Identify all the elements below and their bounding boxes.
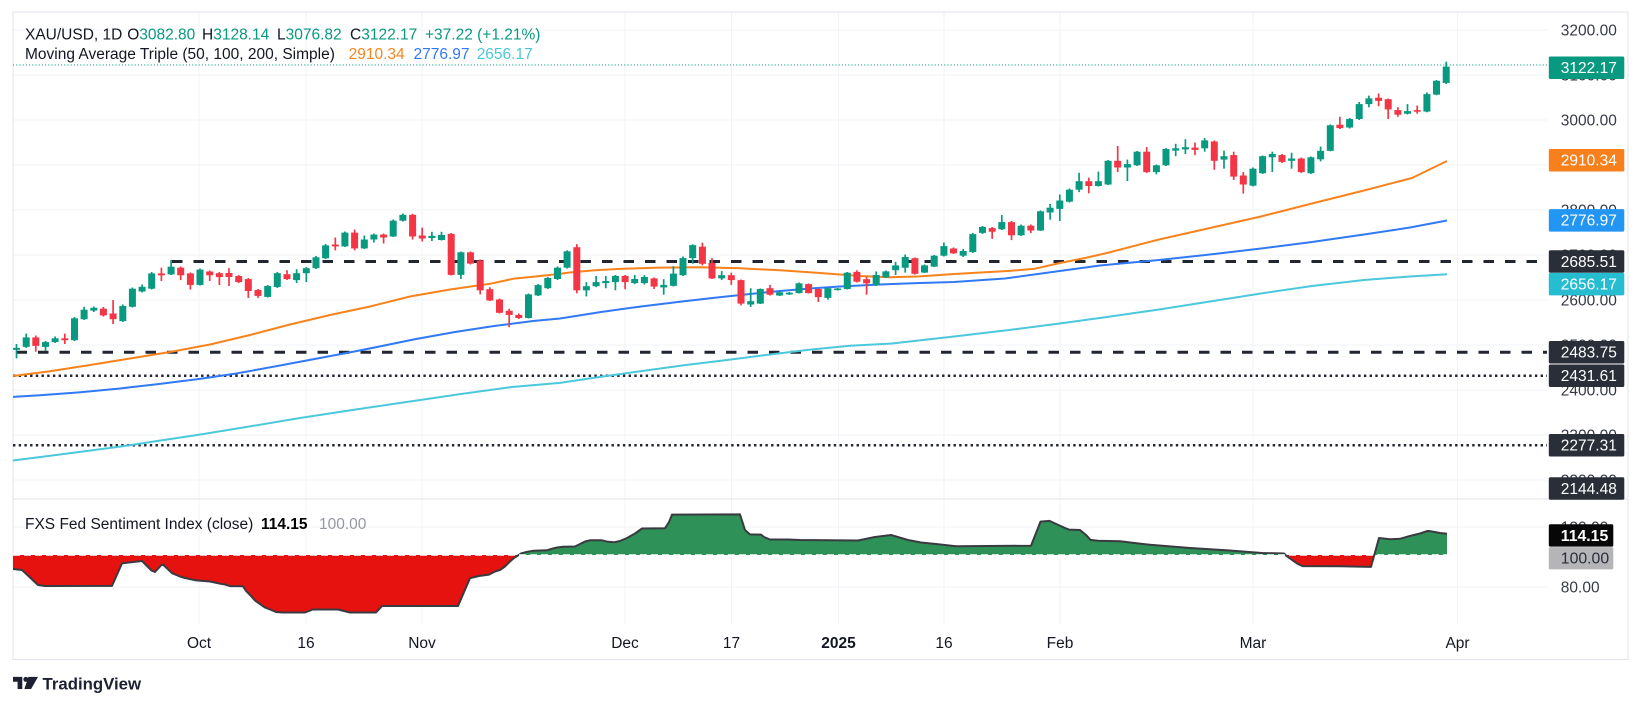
svg-text:100.00: 100.00 — [1561, 551, 1610, 568]
svg-text:16: 16 — [935, 635, 952, 652]
svg-text:2776.97: 2776.97 — [1561, 213, 1617, 230]
svg-text:17: 17 — [723, 635, 740, 652]
svg-text:2277.31: 2277.31 — [1561, 438, 1617, 455]
svg-text:2600.00: 2600.00 — [1561, 293, 1617, 310]
svg-text:2685.51: 2685.51 — [1561, 254, 1617, 271]
svg-text:16: 16 — [297, 635, 314, 652]
svg-text:Nov: Nov — [408, 635, 436, 652]
svg-text:2025: 2025 — [821, 635, 856, 652]
svg-text:3122.17: 3122.17 — [1561, 60, 1617, 77]
svg-text:2910.34: 2910.34 — [1561, 153, 1617, 170]
svg-text:Dec: Dec — [611, 635, 639, 652]
svg-text:Oct: Oct — [187, 635, 212, 652]
svg-text:Apr: Apr — [1445, 635, 1469, 652]
svg-text:2483.75: 2483.75 — [1561, 345, 1617, 362]
svg-text:Mar: Mar — [1240, 635, 1267, 652]
svg-text:2144.48: 2144.48 — [1561, 481, 1617, 498]
svg-text:Feb: Feb — [1047, 635, 1074, 652]
svg-text:TradingView: TradingView — [43, 674, 142, 693]
svg-text:114.15: 114.15 — [1561, 528, 1609, 545]
svg-text:2656.17: 2656.17 — [1561, 276, 1617, 293]
svg-text:3200.00: 3200.00 — [1561, 23, 1617, 40]
svg-text:FXS Fed Sentiment Index (close: FXS Fed Sentiment Index (close) 114.15 100… — [25, 516, 367, 533]
svg-text:Moving Average Triple (50, 100: Moving Average Triple (50, 100, 200, Sim… — [25, 46, 533, 63]
svg-text:3000.00: 3000.00 — [1561, 113, 1617, 130]
svg-text:80.00: 80.00 — [1561, 580, 1600, 597]
svg-text:2431.61: 2431.61 — [1561, 368, 1617, 385]
